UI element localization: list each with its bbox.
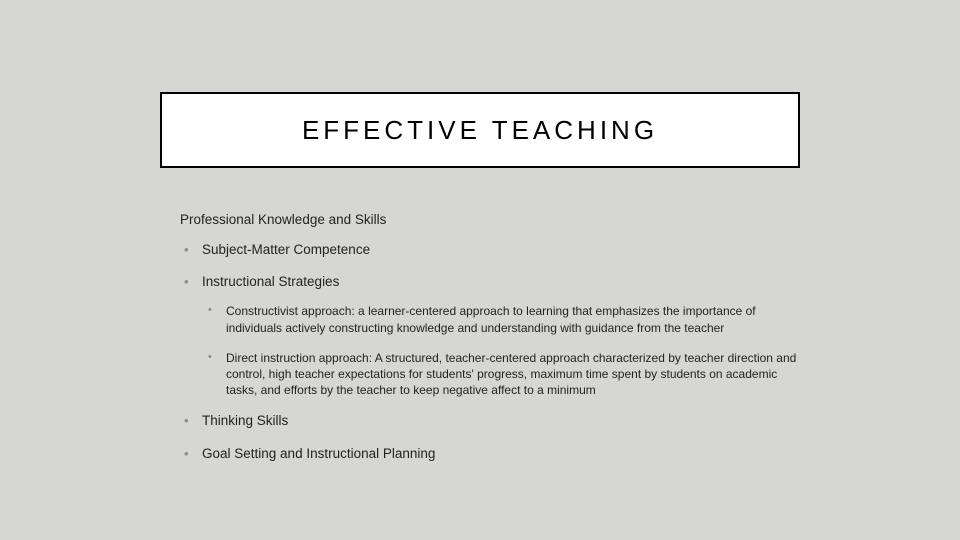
sub-bullet-list: Constructivist approach: a learner-cente… xyxy=(202,303,808,398)
sub-list-item: Constructivist approach: a learner-cente… xyxy=(202,303,808,335)
list-item: Goal Setting and Instructional Planning xyxy=(180,445,808,463)
sub-list-item: Direct instruction approach: A structure… xyxy=(202,350,808,399)
list-item-text: Subject-Matter Competence xyxy=(202,242,370,257)
sub-list-item-text: Direct instruction approach: A structure… xyxy=(226,351,796,397)
list-item: Thinking Skills xyxy=(180,412,808,430)
content-area: Professional Knowledge and Skills Subjec… xyxy=(180,212,808,477)
list-item: Subject-Matter Competence xyxy=(180,241,808,259)
list-item: Instructional Strategies Constructivist … xyxy=(180,273,808,398)
slide-title: EFFECTIVE TEACHING xyxy=(302,115,658,146)
sub-list-item-text: Constructivist approach: a learner-cente… xyxy=(226,304,756,334)
list-item-text: Instructional Strategies xyxy=(202,274,339,289)
bullet-list: Subject-Matter Competence Instructional … xyxy=(180,241,808,463)
section-heading: Professional Knowledge and Skills xyxy=(180,212,808,227)
title-box: EFFECTIVE TEACHING xyxy=(160,92,800,168)
list-item-text: Goal Setting and Instructional Planning xyxy=(202,446,435,461)
list-item-text: Thinking Skills xyxy=(202,413,288,428)
